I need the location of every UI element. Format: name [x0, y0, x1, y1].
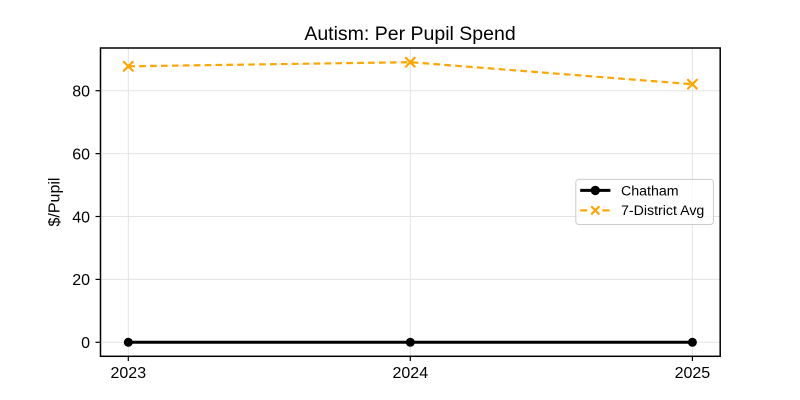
svg-text:2023: 2023	[111, 365, 147, 382]
svg-text:20: 20	[72, 272, 90, 289]
svg-text:80: 80	[72, 84, 90, 101]
svg-text:2024: 2024	[393, 365, 429, 382]
svg-text:7-District Avg: 7-District Avg	[621, 203, 704, 219]
svg-text:Chatham: Chatham	[621, 184, 679, 200]
svg-text:60: 60	[72, 146, 90, 163]
svg-text:2025: 2025	[675, 365, 711, 382]
svg-text:Autism: Per Pupil Spend: Autism: Per Pupil Spend	[304, 23, 515, 45]
svg-text:0: 0	[81, 335, 90, 352]
svg-text:$/Pupil: $/Pupil	[47, 178, 64, 227]
svg-text:40: 40	[72, 209, 90, 226]
